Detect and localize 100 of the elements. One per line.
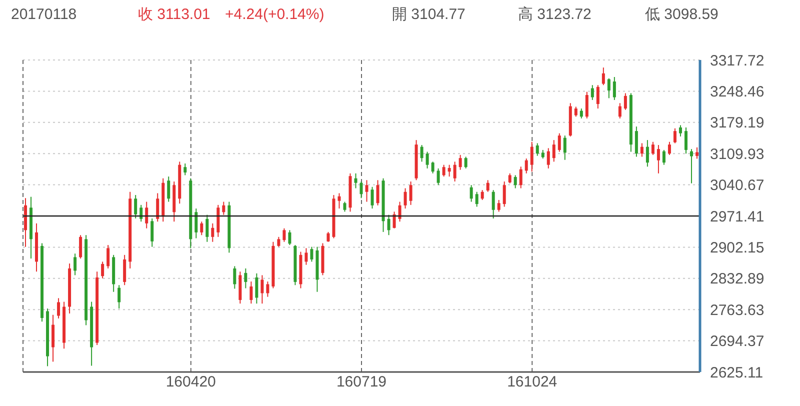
- candlestick: [662, 149, 666, 166]
- candlestick: [684, 126, 688, 154]
- candlestick: [206, 214, 209, 242]
- candlestick: [536, 142, 539, 156]
- candlestick: [590, 84, 594, 100]
- candlestick: [612, 76, 616, 100]
- candlestick: [596, 84, 600, 110]
- candlestick: [277, 236, 280, 248]
- x-tick-label: 160719: [336, 374, 387, 391]
- candlestick: [370, 186, 374, 210]
- candlestick: [222, 201, 226, 216]
- candlestick: [448, 164, 451, 178]
- candlestick: [558, 132, 561, 152]
- y-tick-label: 3109.93: [710, 146, 764, 163]
- candlestick: [436, 168, 440, 186]
- candlestick: [200, 221, 204, 236]
- candlestick: [486, 180, 490, 192]
- y-tick-label: 3179.19: [710, 114, 764, 132]
- y-tick-label: 2625.11: [710, 364, 764, 382]
- candlestick: [524, 158, 528, 174]
- candlestick: [250, 281, 253, 304]
- candlestick: [338, 192, 341, 210]
- candlestick: [194, 208, 198, 239]
- candlestick: [255, 272, 258, 304]
- candlestick: [282, 228, 286, 242]
- candlestick: [343, 201, 346, 212]
- candlestick: [211, 222, 214, 242]
- candlestick: [74, 253, 77, 276]
- candlestick: [640, 142, 644, 158]
- candlestick: [266, 281, 270, 298]
- candlestick: [426, 151, 429, 169]
- candlestick: [52, 314, 55, 362]
- candlestick: [497, 199, 500, 212]
- candlestick: [140, 204, 143, 222]
- candlestick: [106, 244, 110, 269]
- candlestick: [530, 141, 534, 172]
- candlestick: [519, 166, 522, 189]
- candlestick: [404, 188, 407, 210]
- candlestick: [480, 190, 484, 200]
- candlestick: [420, 144, 424, 162]
- candlestick: [288, 230, 292, 246]
- candlestick: [634, 126, 638, 158]
- candlestick: [233, 266, 236, 290]
- candlestick: [398, 201, 402, 222]
- y-tick-label: 2694.37: [710, 333, 764, 350]
- text: 收 3113.01: [138, 6, 210, 24]
- candlestick: [365, 180, 368, 202]
- y-tick-label: 3040.67: [710, 177, 764, 194]
- candlestick: [502, 181, 506, 208]
- candlestick: [156, 192, 160, 222]
- candlestick: [656, 144, 660, 174]
- text: 20170118: [11, 6, 77, 24]
- candlestick: [464, 156, 468, 169]
- candlestick: [580, 108, 583, 119]
- candlestick: [618, 102, 622, 119]
- candlestick: [475, 191, 478, 208]
- candlestick: [118, 284, 121, 310]
- candlestick: [552, 140, 556, 162]
- y-tick-label: 2902.15: [710, 240, 764, 257]
- candlestick: [101, 261, 104, 279]
- y-tick-label: 2832.89: [710, 270, 764, 288]
- candlestick: [673, 128, 676, 144]
- candlestick: [123, 254, 126, 286]
- candlestick: [310, 246, 314, 262]
- y-tick-label: 2763.63: [710, 302, 764, 319]
- candlestick: [574, 106, 578, 118]
- y-tick-label: 3248.46: [710, 84, 764, 101]
- candlestick: [546, 148, 550, 169]
- text: 低 3098.59: [645, 6, 718, 24]
- candlestick: [458, 154, 462, 170]
- candlestick: [602, 67, 605, 86]
- candlestick: [376, 180, 380, 206]
- candlestick: [134, 194, 138, 219]
- candlestick: [668, 141, 671, 156]
- candlestick: [453, 161, 456, 182]
- candlestick: [695, 146, 698, 160]
- x-tick-label: 161024: [507, 374, 558, 391]
- candlestick: [360, 181, 363, 199]
- candlestick: [508, 172, 512, 184]
- candlestick: [431, 161, 434, 174]
- candlestick: [646, 140, 649, 168]
- x-tick-label: 160420: [166, 374, 216, 391]
- candlestick: [442, 164, 446, 178]
- candlestick: [326, 231, 330, 242]
- candlestick: [184, 162, 187, 176]
- candlestick: [167, 176, 170, 202]
- candlestick: [150, 218, 154, 248]
- candlestick: [409, 181, 412, 206]
- text: +4.24(+0.14%): [225, 6, 324, 24]
- text: 高 3123.72: [518, 6, 592, 24]
- text: 開 3104.77: [392, 6, 466, 24]
- candlestick: [678, 124, 682, 137]
- candlestick: [514, 174, 517, 189]
- candlestick: [624, 92, 627, 110]
- candlestick: [57, 298, 60, 319]
- candlestick: [470, 184, 473, 202]
- y-tick-label: 3317.72: [710, 52, 764, 70]
- candlestick: [492, 190, 495, 219]
- y-tick-label: 2971.41: [710, 208, 764, 226]
- candlestick: [563, 135, 566, 160]
